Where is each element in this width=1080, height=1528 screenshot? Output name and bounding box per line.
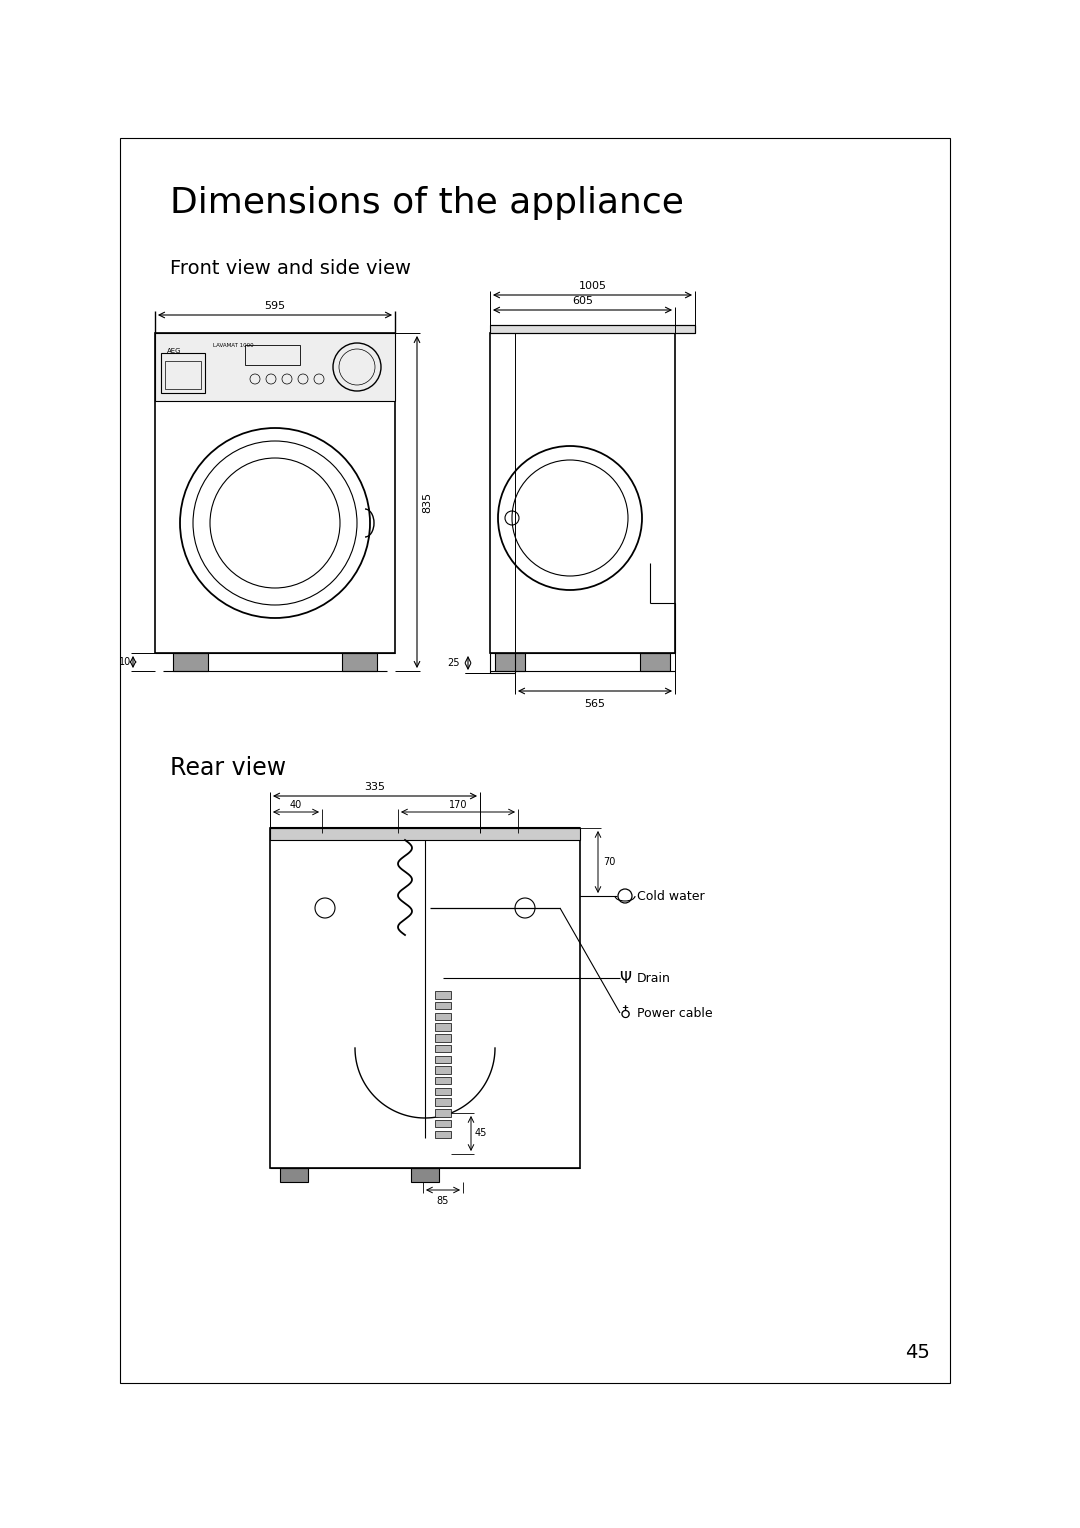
Text: Dimensions of the appliance: Dimensions of the appliance: [170, 186, 684, 220]
Text: 565: 565: [584, 698, 606, 709]
Text: Rear view: Rear view: [170, 756, 286, 779]
Text: 25: 25: [447, 659, 460, 668]
Text: Drain: Drain: [637, 972, 671, 984]
Text: Ψ: Ψ: [619, 970, 631, 986]
Bar: [435, 1045, 451, 1053]
Bar: [435, 1056, 451, 1063]
Bar: [270, 828, 580, 1167]
Bar: [120, 138, 950, 1383]
Bar: [156, 333, 395, 652]
Bar: [435, 1067, 451, 1074]
Bar: [270, 828, 580, 840]
Bar: [490, 333, 675, 652]
Bar: [411, 1167, 438, 1183]
Bar: [435, 1120, 451, 1128]
Bar: [161, 353, 205, 393]
Text: 1005: 1005: [579, 281, 607, 290]
Text: 595: 595: [265, 301, 285, 312]
Text: 85: 85: [436, 1196, 449, 1206]
Text: 335: 335: [365, 782, 386, 792]
Bar: [490, 325, 696, 333]
Text: Cold water: Cold water: [637, 889, 704, 903]
Bar: [495, 652, 525, 671]
Bar: [173, 652, 208, 671]
Text: 45: 45: [905, 1343, 930, 1363]
Text: 170: 170: [449, 801, 468, 810]
Bar: [245, 345, 300, 365]
Bar: [435, 992, 451, 999]
Text: 45: 45: [475, 1129, 487, 1138]
Bar: [435, 1002, 451, 1010]
Bar: [156, 333, 395, 400]
Bar: [435, 1088, 451, 1096]
Text: 835: 835: [422, 492, 432, 512]
Text: 10: 10: [119, 657, 131, 668]
Text: 40: 40: [289, 801, 302, 810]
Text: LAVAMAT 1000: LAVAMAT 1000: [213, 342, 254, 347]
Text: ♁: ♁: [620, 1005, 631, 1021]
Text: 70: 70: [603, 857, 616, 866]
Text: Power cable: Power cable: [637, 1007, 713, 1019]
Bar: [435, 1109, 451, 1117]
Bar: [435, 1024, 451, 1031]
Bar: [342, 652, 377, 671]
Bar: [435, 1077, 451, 1085]
Text: 605: 605: [572, 296, 593, 306]
Text: Front view and side view: Front view and side view: [170, 258, 411, 278]
Bar: [435, 1099, 451, 1106]
Text: AEG: AEG: [167, 348, 181, 354]
Bar: [435, 1013, 451, 1021]
Bar: [435, 1034, 451, 1042]
Bar: [435, 1131, 451, 1138]
Bar: [165, 361, 201, 390]
Bar: [280, 1167, 308, 1183]
Bar: [640, 652, 670, 671]
